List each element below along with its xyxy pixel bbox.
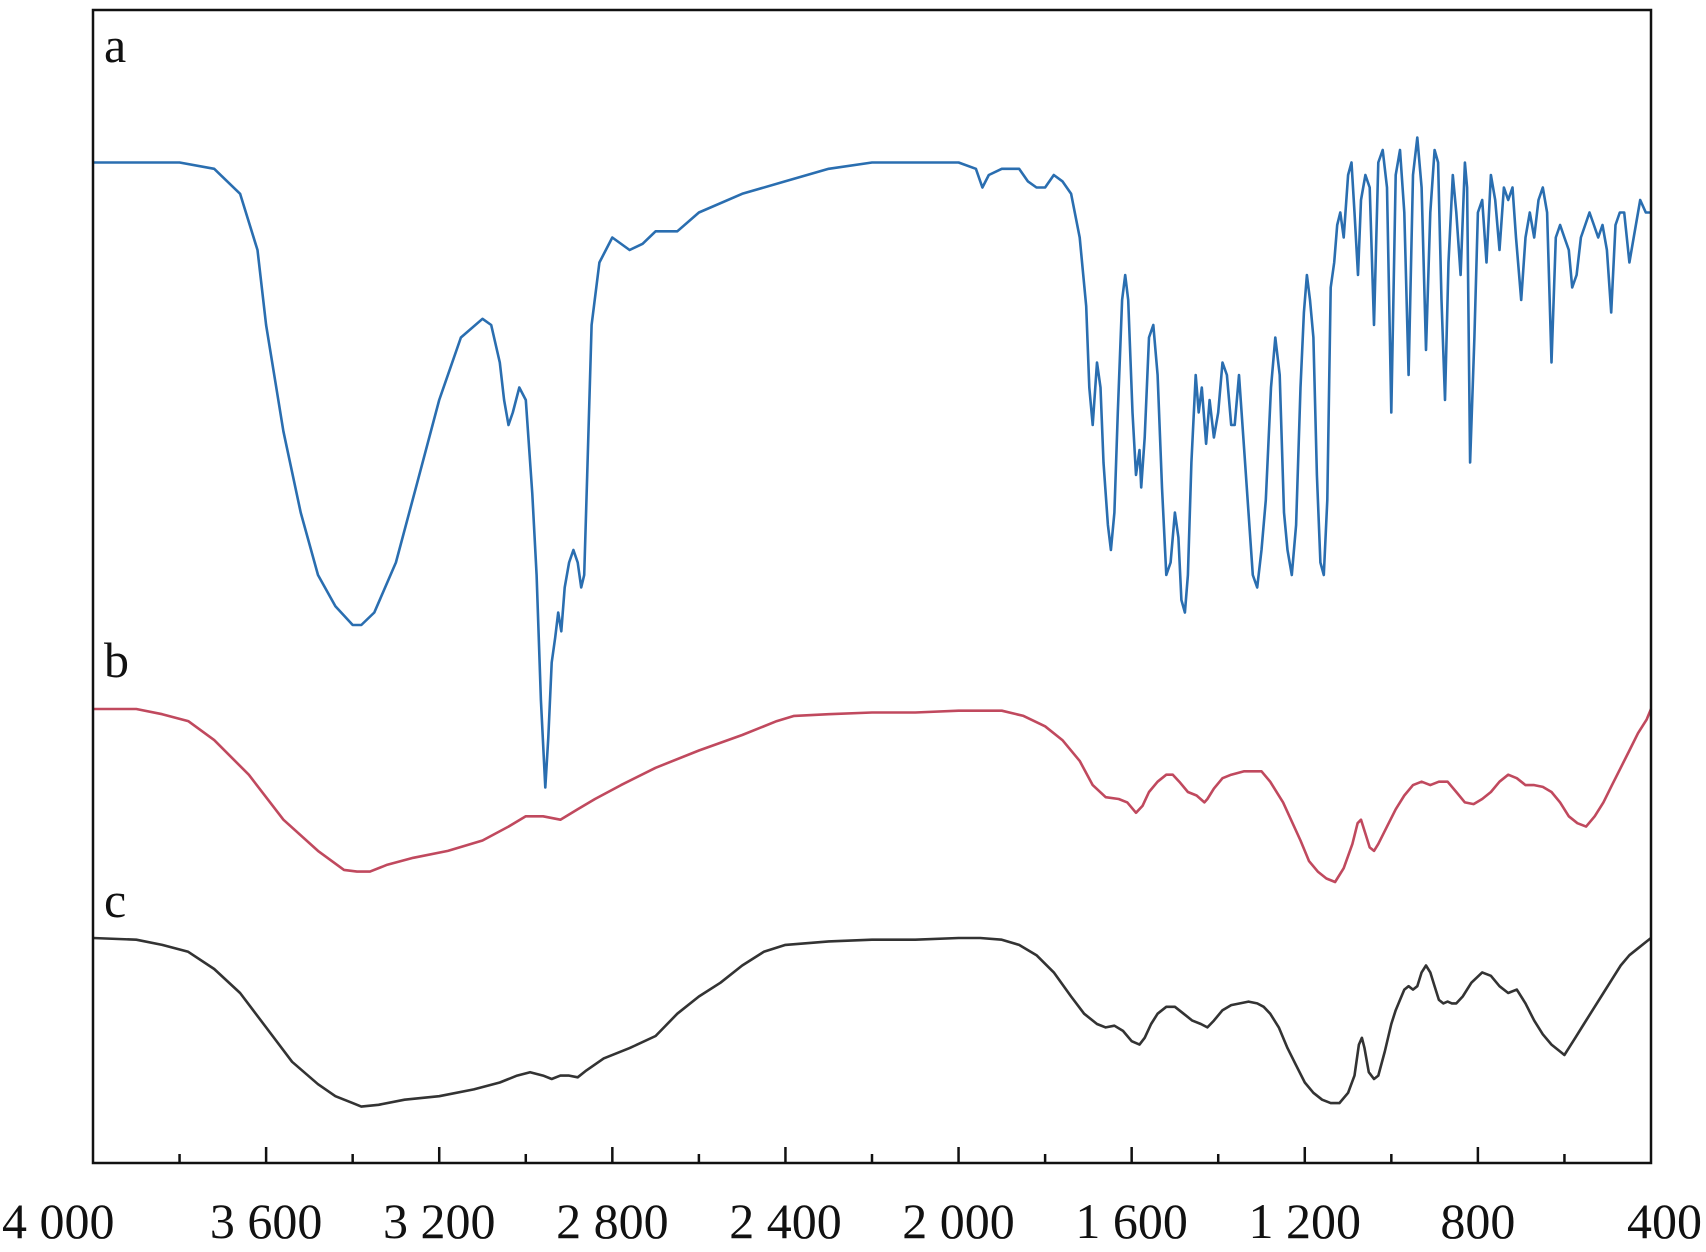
x-tick-label: 2 400 <box>729 1193 842 1249</box>
series-line-c <box>92 936 1652 1108</box>
series-line-b <box>93 707 1653 884</box>
x-tick-label: 2 800 <box>556 1193 669 1249</box>
series-line-a <box>93 136 1651 789</box>
series-layer <box>92 136 1653 1108</box>
series-label-layer: a b c <box>104 17 129 928</box>
series-label-b: b <box>104 632 129 688</box>
x-tick-label: 1 600 <box>1075 1193 1188 1249</box>
x-tick-label: 800 <box>1440 1193 1515 1249</box>
x-axis-tick-labels: 4 000 3 600 3 200 2 800 2 400 2 000 1 600 1 200… <box>2 1193 1702 1249</box>
x-tick-label: 400 <box>1627 1193 1702 1249</box>
x-tick-label: 4 000 <box>2 1193 115 1249</box>
x-tick-label: 3 200 <box>383 1193 496 1249</box>
x-tick-label: 2 000 <box>902 1193 1015 1249</box>
series-label-a: a <box>104 17 126 73</box>
series-label-c: c <box>104 872 126 928</box>
x-tick-label: 3 600 <box>210 1193 323 1249</box>
x-axis-ticks <box>178 1147 1566 1163</box>
x-tick-label: 1 200 <box>1249 1193 1362 1249</box>
